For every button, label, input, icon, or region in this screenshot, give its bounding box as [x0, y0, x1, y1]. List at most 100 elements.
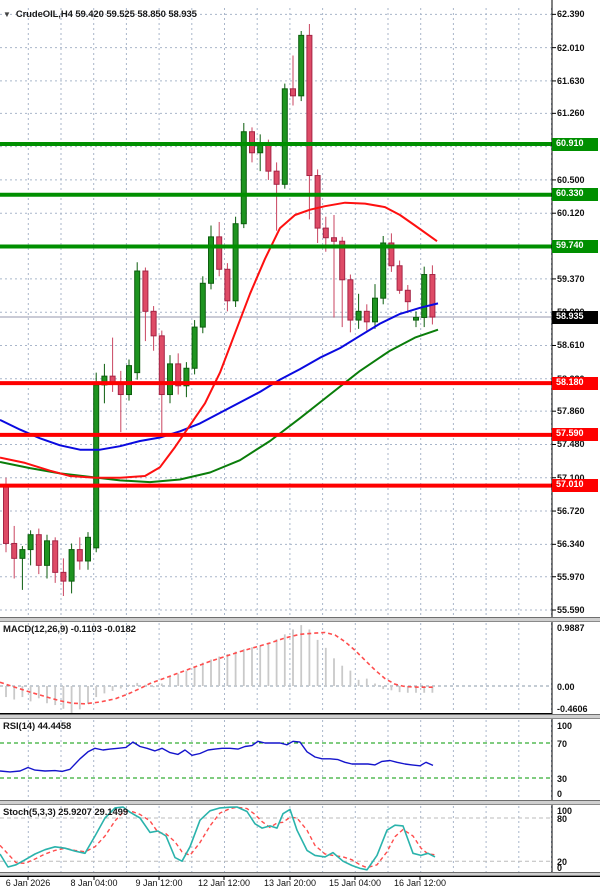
bear-candle: [314, 175, 321, 229]
rsi-axis-label: 100: [557, 721, 573, 731]
bull-candle: [126, 365, 132, 396]
bull-candle: [208, 236, 214, 284]
bull-candle: [19, 549, 26, 559]
bull-candle: [68, 549, 75, 582]
time-axis-label: 8 Jan 04:00: [70, 878, 118, 888]
stoch-k-line: [0, 806, 436, 871]
price-level-label: 58.180: [552, 377, 598, 390]
panel-separator[interactable]: [0, 714, 600, 719]
bear-candle: [11, 542, 18, 559]
time-axis-label: 9 Jan 12:00: [135, 878, 183, 888]
stoch-d-line: [0, 806, 436, 869]
macd-signal-line: [0, 631, 433, 705]
bear-candle: [290, 88, 296, 97]
price-tick-label: 58.610: [557, 340, 585, 350]
panel-separator[interactable]: [0, 872, 600, 876]
bull-candle: [167, 363, 173, 396]
bull-candle: [281, 88, 288, 185]
bull-candle: [421, 274, 428, 318]
bull-candle: [298, 34, 305, 97]
bull-candle: [413, 316, 419, 321]
bear-candle: [52, 540, 59, 573]
bear-candle: [224, 268, 231, 302]
bear-candle: [3, 486, 9, 544]
bull-candle: [44, 540, 50, 566]
macd-axis-label: 0.9887: [557, 623, 585, 633]
rsi-axis-label: 30: [557, 774, 568, 784]
price-tick-label: 61.260: [557, 108, 585, 118]
stoch-axis-label: 0: [557, 863, 563, 873]
chevron-down-icon[interactable]: ▼: [3, 10, 11, 19]
rsi-axis-label: 0: [557, 789, 563, 799]
bear-candle: [273, 170, 280, 185]
stoch-axis-label: 100: [557, 806, 573, 816]
ma-green-line: [0, 328, 439, 484]
ma-red-line: [0, 201, 438, 479]
bear-candle: [322, 227, 329, 239]
price-level-label: 57.010: [552, 479, 598, 492]
price-tick-label: 61.630: [557, 76, 585, 86]
bull-candle: [355, 310, 362, 321]
bear-candle: [339, 240, 346, 281]
price-tick-label: 62.010: [557, 43, 585, 53]
price-level-label: 60.330: [552, 188, 598, 201]
rsi-indicator-label: RSI(14) 44.4458: [3, 721, 72, 732]
price-tick-label: 55.590: [557, 605, 585, 615]
price-level-label: 59.740: [552, 240, 598, 253]
price-tick-label: 60.120: [557, 208, 585, 218]
stoch-indicator-label: Stoch(5,3,3) 25.9207 29.1499: [3, 807, 129, 818]
panel-separator[interactable]: [0, 617, 600, 622]
macd-axis-label: 0.00: [557, 682, 575, 692]
bear-candle: [396, 265, 403, 291]
bull-candle: [85, 536, 91, 562]
bull-candle: [257, 144, 264, 154]
time-axis-label: 13 Jan 20:00: [263, 878, 317, 888]
price-level-label: 58.935: [552, 311, 598, 324]
symbol-ohlc-text: CrudeOIL,H4 59.420 59.525 58.850 58.935: [15, 9, 197, 20]
bear-candle: [347, 279, 354, 321]
bear-candle: [35, 534, 42, 566]
time-axis-label: 12 Jan 12:00: [197, 878, 251, 888]
price-tick-label: 59.370: [557, 274, 585, 284]
bull-candle: [199, 282, 206, 328]
time-axis-label: 6 Jan 2026: [5, 878, 51, 888]
price-tick-label: 56.340: [557, 539, 585, 549]
macd-indicator-label: MACD(12,26,9) -0.1103 -0.0182: [3, 624, 136, 635]
price-tick-label: 57.480: [557, 439, 585, 449]
bear-candle: [216, 236, 223, 270]
price-tick-label: 62.390: [557, 9, 585, 19]
bear-candle: [404, 289, 411, 303]
bull-candle: [380, 242, 387, 299]
bear-candle: [306, 34, 313, 177]
bear-candle: [429, 274, 436, 318]
bear-candle: [175, 363, 182, 387]
price-tick-label: 60.500: [557, 175, 585, 185]
rsi-axis-label: 70: [557, 739, 568, 749]
bear-candle: [76, 549, 83, 562]
price-level-label: 57.590: [552, 428, 598, 441]
time-axis-label: 16 Jan 12:00: [393, 878, 447, 888]
price-tick-label: 56.720: [557, 506, 585, 516]
ma-blue-line: [0, 302, 439, 451]
bull-candle: [232, 223, 239, 302]
bear-candle: [331, 237, 337, 242]
bull-candle: [191, 326, 198, 369]
bull-candle: [93, 384, 100, 549]
price-tick-label: 57.860: [557, 406, 585, 416]
bull-candle: [27, 534, 34, 551]
bear-candle: [158, 335, 165, 396]
bear-candle: [363, 310, 370, 323]
bear-candle: [150, 310, 157, 337]
panel-separator[interactable]: [0, 800, 600, 805]
chart-title: ▼ CrudeOIL,H4 59.420 59.525 58.850 58.935: [3, 9, 197, 20]
time-axis-label: 15 Jan 04:00: [328, 878, 382, 888]
bear-candle: [388, 242, 395, 267]
price-tick-label: 55.970: [557, 572, 585, 582]
bear-candle: [265, 144, 272, 172]
bull-candle: [372, 297, 378, 323]
bear-candle: [60, 571, 67, 582]
price-level-label: 60.910: [552, 138, 598, 151]
rsi-line: [0, 740, 434, 773]
